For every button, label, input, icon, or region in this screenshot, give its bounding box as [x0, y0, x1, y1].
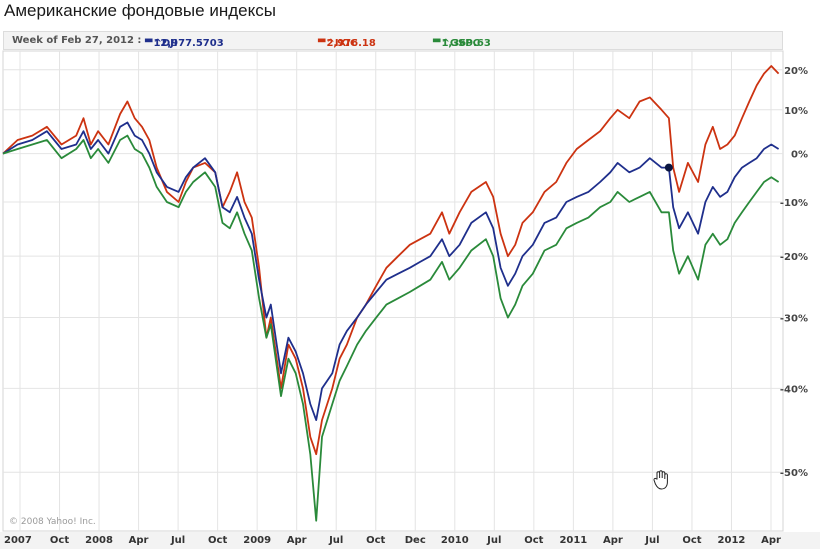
series-line-dji [2, 121, 780, 421]
page-title: Американские фондовые индексы [4, 1, 276, 20]
hand-cursor-icon [653, 470, 668, 490]
x-axis-band [0, 532, 820, 549]
x-tick-label: 2007 [4, 535, 32, 546]
x-tick-label: 2010 [441, 535, 469, 546]
x-tick-label: Jul [486, 535, 501, 546]
x-tick-label: Oct [208, 535, 227, 546]
y-tick-label: 0% [791, 150, 808, 161]
legend-item-gspc[interactable]: ▬ ^GSPC 1,369.63 [432, 35, 491, 49]
y-tick-label: 10% [784, 106, 808, 117]
legend-gspc-value: 1,369.63 [441, 38, 491, 49]
legend-item-ixic[interactable]: ▬ ^IXIC 2,976.18 [317, 35, 376, 49]
x-tick-label: 2008 [85, 535, 113, 546]
x-tick-label: Jul [170, 535, 185, 546]
plot-area [2, 50, 784, 532]
legend-gspc-symbol: ^GSPC [441, 38, 480, 49]
hover-marker [664, 163, 673, 172]
legend-ixic-symbol: ^IXIC [326, 38, 358, 49]
x-tick-label: 2011 [559, 535, 587, 546]
legend-dji-value: 12,977.5703 [153, 38, 224, 49]
legend-bar: Week of Feb 27, 2012 : ▬ ^DJI 12,977.570… [3, 31, 783, 50]
copyright-text: © 2008 Yahoo! Inc. [9, 517, 96, 527]
x-tick-label: Oct [682, 535, 701, 546]
x-tick-label: Apr [129, 535, 149, 546]
x-tick-label: Jul [328, 535, 343, 546]
x-tick-label: 2009 [243, 535, 271, 546]
x-tick-label: Apr [287, 535, 307, 546]
y-tick-label: -50% [780, 468, 808, 479]
legend-ixic-value: 2,976.18 [326, 38, 376, 49]
legend-week-label: Week of Feb 27, 2012 : [12, 35, 142, 46]
x-tick-label: Dec [405, 535, 426, 546]
y-tick-label: -20% [780, 252, 808, 263]
x-tick-label: Jul [644, 535, 659, 546]
y-tick-label: -10% [780, 198, 808, 209]
y-tick-label: -40% [780, 384, 808, 395]
x-tick-label: 2012 [718, 535, 746, 546]
legend-dji-symbol: ^DJI [153, 38, 178, 49]
y-tick-label: -30% [780, 314, 808, 325]
x-tick-label: Oct [366, 535, 385, 546]
legend-item-dji[interactable]: ▬ ^DJI 12,977.5703 [144, 35, 224, 49]
y-tick-label: 20% [784, 66, 808, 77]
series-line-gspc [2, 134, 780, 522]
x-tick-label: Oct [50, 535, 69, 546]
x-tick-label: Oct [524, 535, 543, 546]
series-line-ixic [2, 65, 780, 456]
x-tick-label: Apr [761, 535, 781, 546]
x-tick-label: Apr [603, 535, 623, 546]
